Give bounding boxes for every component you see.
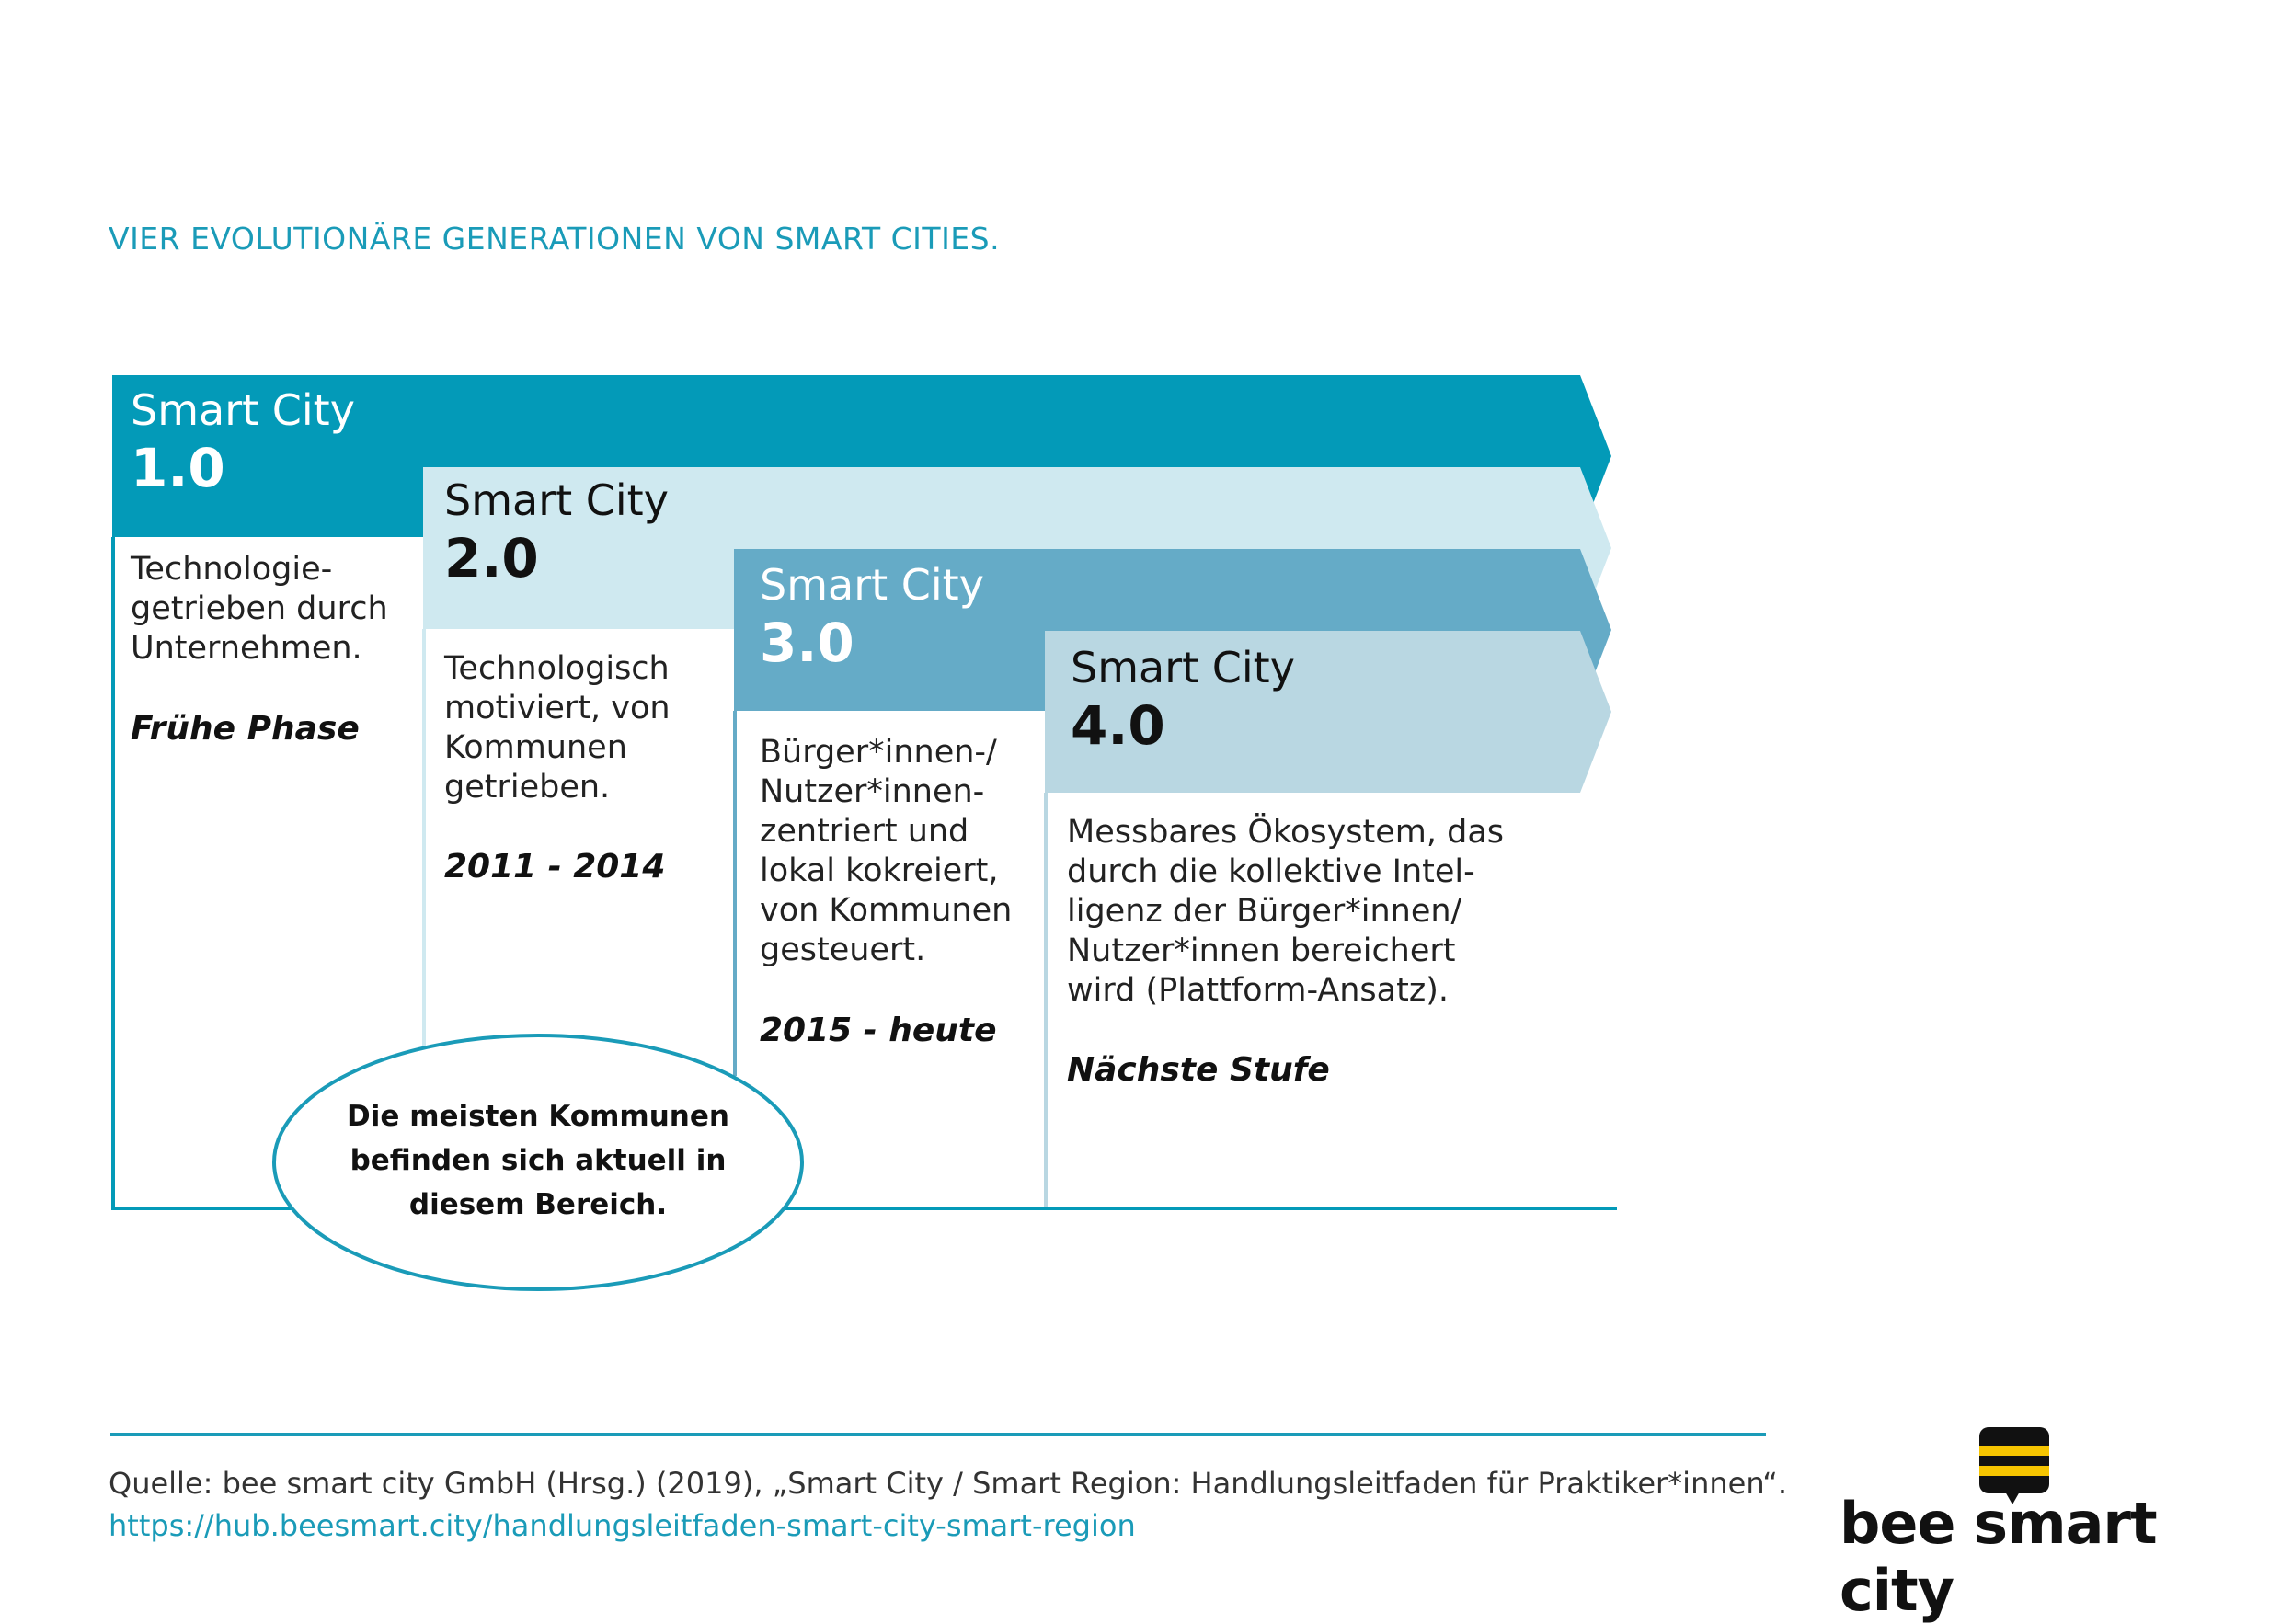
footer-divider xyxy=(110,1433,1766,1436)
gen2-header: Smart City 2.0 xyxy=(444,475,669,590)
callout-ellipse xyxy=(272,1034,804,1291)
gen4-header: Smart City 4.0 xyxy=(1071,642,1295,758)
gen3-phase: 2015 - heute xyxy=(760,1012,997,1049)
source-text: Quelle: bee smart city GmbH (Hrsg.) (201… xyxy=(109,1466,1788,1501)
gen2-name: Smart City xyxy=(444,475,669,525)
gen4-version: 4.0 xyxy=(1071,694,1165,757)
gen2-phase: 2011 - 2014 xyxy=(444,848,666,886)
gen1-header: Smart City 1.0 xyxy=(131,384,355,500)
gen3-version: 3.0 xyxy=(760,612,854,674)
gen2-description: Technologisch motiviert, von Kommunen ge… xyxy=(444,650,671,806)
gen1-name: Smart City xyxy=(131,385,355,435)
bee-logo-icon xyxy=(1979,1427,2049,1504)
gen3-description: Bürger*innen-/ Nutzer*innen- zentriert u… xyxy=(760,734,1013,968)
source-link[interactable]: https://hub.beesmart.city/handlungsleitf… xyxy=(109,1508,1136,1543)
page-title: VIER EVOLUTIONÄRE GENERATIONEN VON SMART… xyxy=(109,221,1001,257)
gen2-version: 2.0 xyxy=(444,527,539,589)
gen1-version: 1.0 xyxy=(131,437,225,499)
gen3-header: Smart City 3.0 xyxy=(760,559,984,675)
gen4-banner xyxy=(1045,631,1611,793)
gen1-description: Technologie- getrieben durch Unternehmen… xyxy=(131,551,388,667)
gen4-phase: Nächste Stufe xyxy=(1067,1051,1330,1089)
gen4-name: Smart City xyxy=(1071,643,1295,692)
callout-text: Die meisten Kommunen befinden sich aktue… xyxy=(347,1100,729,1221)
logo-wordmark: bee smart city xyxy=(1840,1490,2158,1624)
gen1-phase: Frühe Phase xyxy=(131,710,360,748)
gen4-description: Messbares Ökosystem, das durch die kolle… xyxy=(1067,814,1505,1009)
gen3-name: Smart City xyxy=(760,560,984,610)
